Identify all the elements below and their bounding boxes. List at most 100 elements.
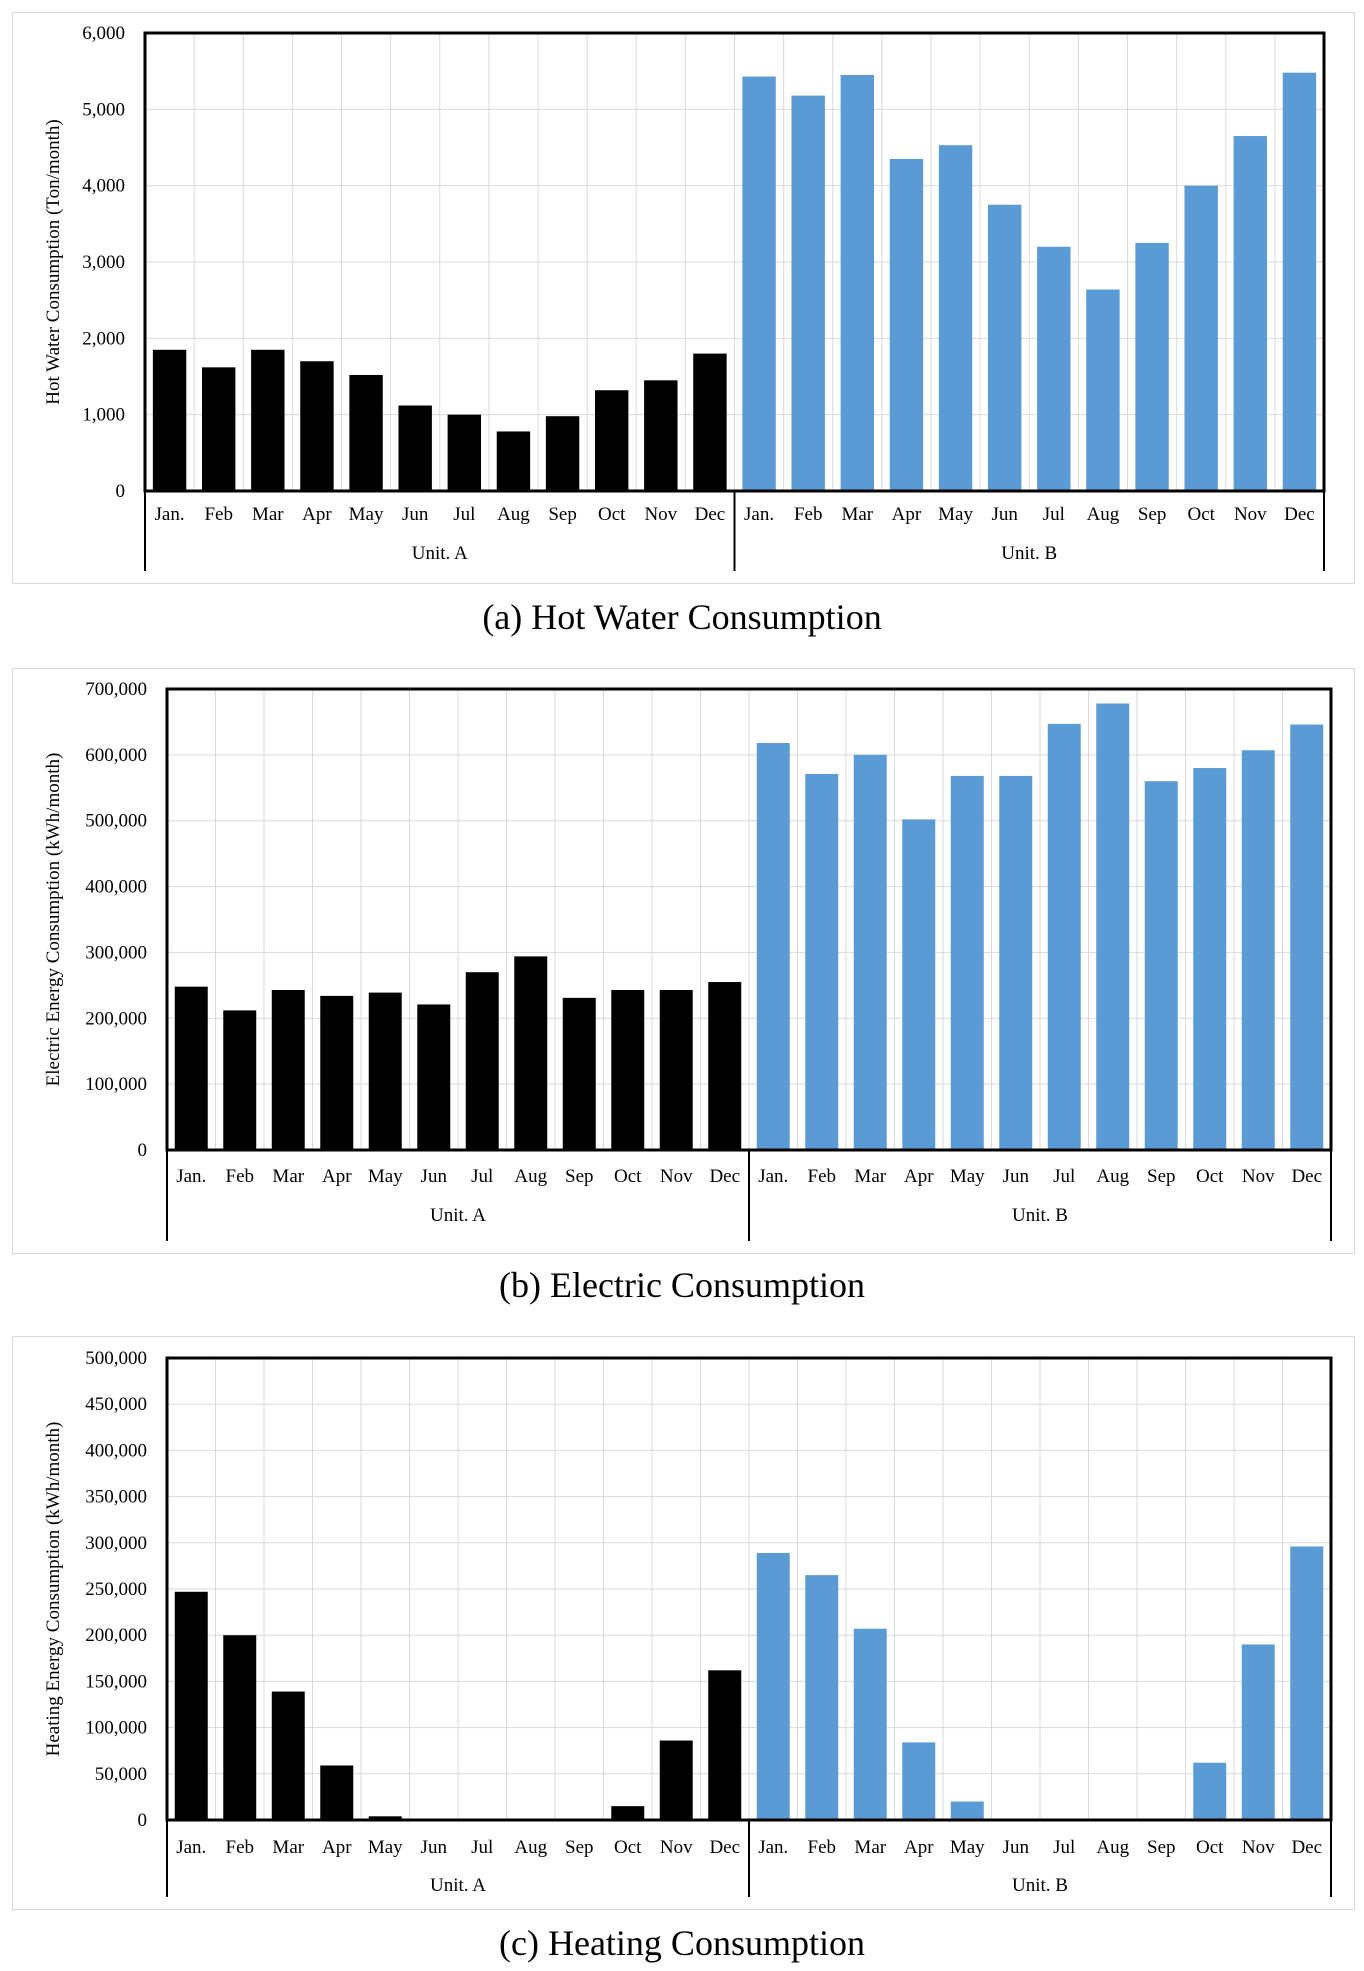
bar [1086,289,1120,491]
bar [223,1010,257,1150]
caption-heating: (c) Heating Consumption [499,1923,865,1963]
x-tick-label: Apr [322,1837,352,1858]
bar [545,416,580,491]
x-tick-label: Dec [709,1837,740,1858]
bar [1282,72,1317,491]
x-tick-label: Oct [598,504,626,525]
y-tick-label: 200,000 [85,1008,147,1029]
bar [644,380,678,491]
bar [611,1806,645,1820]
bar [1290,724,1324,1150]
bar [320,1765,354,1820]
bar [223,1635,257,1820]
x-tick-label: Nov [660,1837,693,1858]
bar [1047,723,1081,1150]
x-tick-label: Aug [1087,504,1120,525]
x-tick-label: Nov [644,504,677,525]
x-tick-label: Sep [1147,1166,1176,1187]
y-tick-label: 100,000 [85,1718,147,1739]
y-tick-label: 350,000 [85,1487,147,1508]
x-tick-label: Jan. [744,504,774,525]
x-tick-label: Apr [904,1166,934,1187]
x-tick-label: Nov [1242,1166,1275,1187]
bar [902,819,936,1150]
bar [1241,1644,1275,1820]
chart-svg-hot-water: 0 1,000 2,000 3,000 4,000 5,000 6,000 Jan. Feb Ma… [43,23,1326,571]
x-tick-label: Mar [272,1837,304,1858]
group-label: Unit. A [430,1205,486,1226]
x-tick-label: Nov [660,1166,693,1187]
x-tick-label: Apr [892,504,922,525]
bar [611,989,645,1150]
y-axis-label: Hot Water Consumption (Ton/month) [43,119,64,404]
chart-svg-electric: 0 100,000 200,000 300,000 400,000 500,000 600,… [43,679,1333,1241]
bar [447,414,482,491]
x-tick-label: Mar [854,1837,886,1858]
bar [693,353,727,491]
chart-svg-heating: 0 50,000 100,000 150,000 200,000 250,000 300,0… [43,1348,1333,1897]
bar [742,76,776,491]
y-tick-label: 200,000 [85,1625,147,1646]
bar [1193,1762,1227,1820]
x-tick-label: Dec [1284,504,1315,525]
x-tick-label: Jan. [176,1166,206,1187]
x-tick-label: Jun [1003,1837,1030,1858]
y-tick-label: 5,000 [82,99,125,120]
bar [465,972,499,1150]
bar [756,743,790,1150]
y-tick-label: 450,000 [85,1394,147,1415]
x-tick-label: Jul [1053,1837,1075,1858]
x-tick-label: Aug [514,1837,547,1858]
y-tick-label: 600,000 [85,745,147,766]
x-tick-label: Feb [226,1166,255,1187]
bar [756,1552,790,1820]
y-tick-label: 300,000 [85,1533,147,1554]
bar [271,1691,305,1820]
y-tick-label: 6,000 [82,23,125,44]
y-tick-label: 0 [138,1140,148,1161]
chart-panel-heating: 0 50,000 100,000 150,000 200,000 250,000 300,0… [12,1336,1355,1910]
bar [1290,1546,1324,1820]
x-tick-label: Jun [402,504,429,525]
bar [174,1591,208,1820]
x-tick-label: Mar [272,1166,304,1187]
x-tick-label: Jan. [758,1837,788,1858]
bar [791,95,825,492]
x-tick-label: May [950,1166,985,1187]
x-tick-label: Aug [1096,1837,1129,1858]
bar [1241,750,1275,1150]
bar [368,1816,402,1820]
x-tick-label: Apr [904,1837,934,1858]
x-tick-label: Jun [421,1166,448,1187]
x-tick-label: Jan. [176,1837,206,1858]
x-tick-label: Jul [453,504,475,525]
y-axis-label: Heating Energy Consumption (kWh/month) [43,1422,64,1757]
x-tick-label: Sep [1138,504,1167,525]
x-tick-label: Feb [808,1166,837,1187]
bar [320,995,354,1150]
y-tick-label: 500,000 [85,1348,147,1369]
bar [987,204,1022,491]
x-tick-label: Jun [991,504,1018,525]
bar [251,349,285,491]
chart-panel-hot-water: 0 1,000 2,000 3,000 4,000 5,000 6,000 Jan. Feb Ma… [12,12,1355,584]
bar [950,775,984,1150]
bar [999,775,1033,1150]
x-tick-label: Oct [1196,1837,1224,1858]
x-tick-label: May [349,504,384,525]
y-tick-label: 400,000 [85,1440,147,1461]
bar [1135,242,1169,491]
x-tick-label: Feb [794,504,823,525]
bar [902,1742,936,1820]
bar [1096,703,1130,1150]
x-tick-label: Mar [854,1166,886,1187]
x-tick-label: Mar [841,504,873,525]
x-tick-label: May [938,504,973,525]
x-tick-label: Aug [1096,1166,1129,1187]
bar [398,405,432,491]
bar [659,989,693,1150]
x-tick-label: Feb [226,1837,255,1858]
x-tick-label: Dec [1291,1166,1322,1187]
x-tick-label: Aug [514,1166,547,1187]
bar [950,1801,984,1820]
